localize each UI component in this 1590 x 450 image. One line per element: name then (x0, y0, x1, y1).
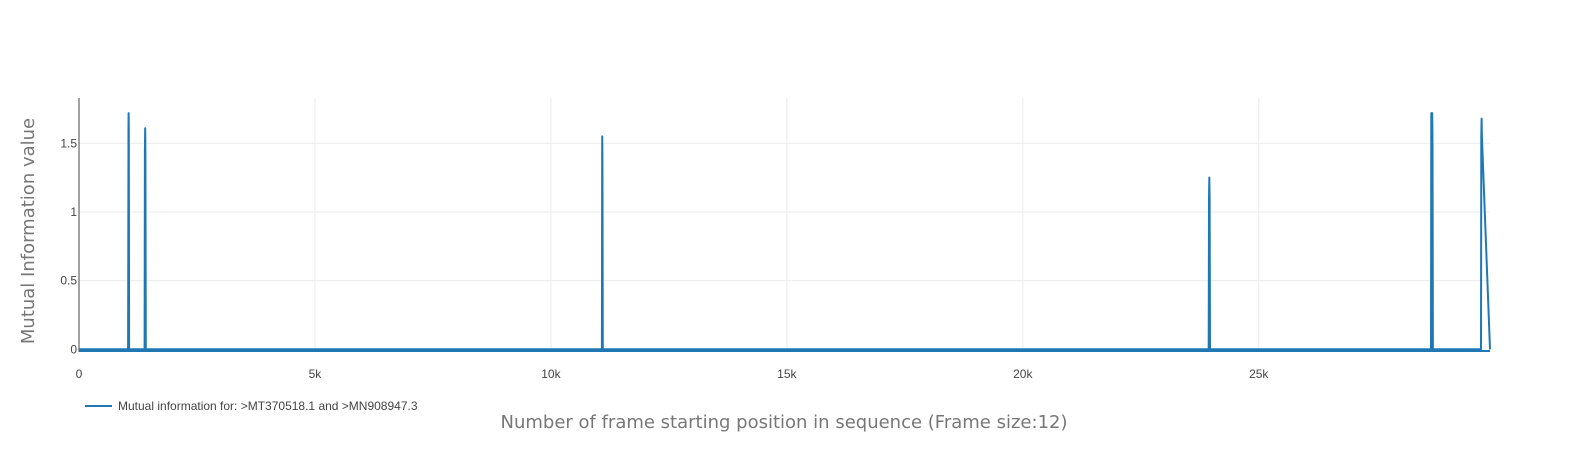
x-tick-label: 0 (76, 367, 83, 381)
x-tick-label: 25k (1249, 367, 1269, 381)
x-axis-ticks: 0 5k 10k 15k 20k 25k (76, 367, 1270, 381)
y-axis-title: Mutual Information value (18, 118, 39, 344)
legend[interactable]: Mutual information for: >MT370518.1 and … (85, 399, 418, 413)
y-tick-label: 1.5 (60, 136, 77, 150)
y-tick-label: 1 (70, 205, 77, 219)
y-tick-label: 0 (70, 342, 77, 356)
x-tick-label: 10k (541, 367, 561, 381)
x-tick-label: 5k (309, 367, 323, 381)
legend-label: Mutual information for: >MT370518.1 and … (118, 399, 418, 413)
series-line (79, 112, 1491, 351)
x-tick-label: 20k (1013, 367, 1033, 381)
series-layer (79, 112, 1491, 351)
grid-lines (79, 98, 1490, 352)
y-axis-ticks: 0 0.5 1 1.5 (60, 136, 77, 356)
y-tick-label: 0.5 (60, 274, 77, 288)
x-tick-label: 15k (777, 367, 797, 381)
x-axis-title: Number of frame starting position in seq… (500, 412, 1067, 433)
